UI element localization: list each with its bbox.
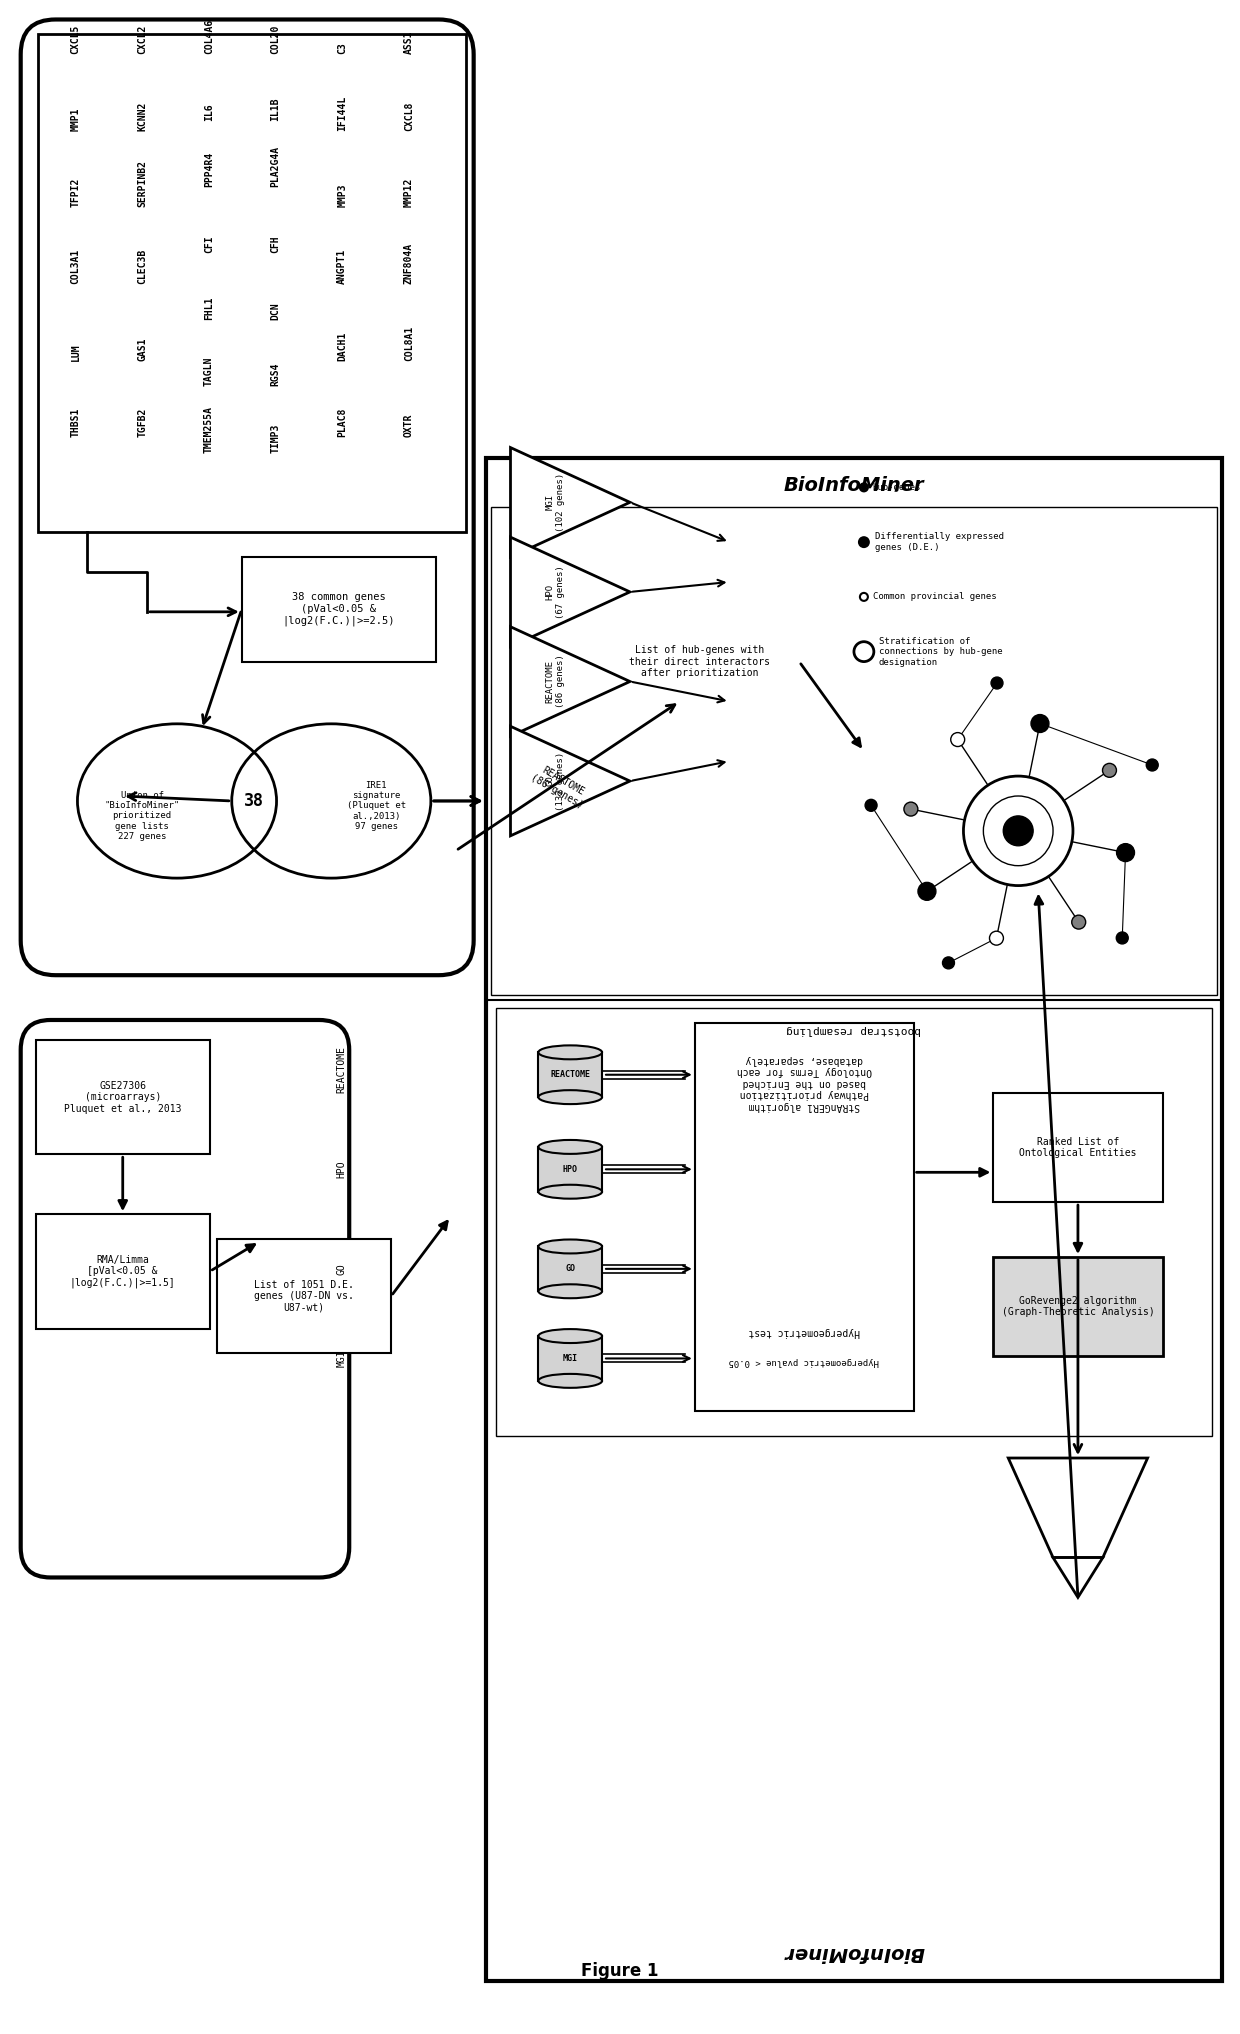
Text: FHL1: FHL1 [203, 297, 213, 319]
Text: Differentially expressed
genes (D.E.): Differentially expressed genes (D.E.) [875, 533, 1004, 551]
Ellipse shape [538, 1045, 603, 1060]
Bar [538, 1336, 603, 1381]
Text: CXCL8: CXCL8 [404, 102, 414, 130]
Text: BioInfoMiner: BioInfoMiner [784, 1942, 924, 1963]
Text: bootstrap resampling: bootstrap resampling [786, 1025, 921, 1035]
Text: PPP4R4: PPP4R4 [203, 153, 213, 187]
Circle shape [858, 537, 870, 547]
Text: PLA2G4A: PLA2G4A [270, 146, 280, 187]
Text: IL6: IL6 [203, 104, 213, 120]
Bar [694, 1023, 914, 1412]
Ellipse shape [538, 1184, 603, 1198]
Text: Common provincial genes: Common provincial genes [873, 592, 997, 602]
Text: CFH: CFH [270, 236, 280, 254]
Text: RMA/Limma
[pVal<0.05 &
|log2(F.C.)|>=1.5]: RMA/Limma [pVal<0.05 & |log2(F.C.)|>=1.5… [69, 1255, 176, 1288]
Text: MMP1: MMP1 [71, 108, 81, 130]
Text: List of 1051 D.E.
genes (U87-DN vs.
U87-wt): List of 1051 D.E. genes (U87-DN vs. U87-… [254, 1279, 353, 1312]
Circle shape [904, 801, 918, 816]
Text: MGI: MGI [563, 1355, 578, 1363]
Circle shape [1102, 763, 1116, 777]
Text: GSE27306
(microarrays)
Pluquet et al., 2013: GSE27306 (microarrays) Pluquet et al., 2… [64, 1080, 181, 1115]
Text: THBS1: THBS1 [71, 409, 81, 437]
Circle shape [1146, 759, 1158, 771]
Text: CFI: CFI [203, 236, 213, 254]
Text: SERPINB2: SERPINB2 [138, 161, 148, 207]
Text: COL8A1: COL8A1 [404, 325, 414, 360]
Bar [37, 35, 466, 533]
Bar [36, 1214, 210, 1328]
Text: HPO: HPO [563, 1165, 578, 1174]
Bar [993, 1092, 1163, 1202]
FancyBboxPatch shape [21, 1019, 350, 1578]
Bar [491, 506, 1218, 995]
Text: HPO
(67 genes): HPO (67 genes) [546, 565, 565, 618]
Text: GO: GO [565, 1265, 575, 1273]
Text: IRE1
signature
(Pluquet et
al.,2013)
97 genes: IRE1 signature (Pluquet et al.,2013) 97 … [346, 781, 405, 832]
Circle shape [861, 484, 867, 490]
Text: TMEM255A: TMEM255A [203, 405, 213, 452]
Text: ASS1: ASS1 [404, 31, 414, 55]
Text: TGFB2: TGFB2 [138, 409, 148, 437]
Ellipse shape [538, 1328, 603, 1342]
Circle shape [991, 677, 1003, 690]
Text: DCN: DCN [270, 303, 280, 319]
Text: TFPI2: TFPI2 [71, 179, 81, 207]
FancyBboxPatch shape [21, 20, 474, 974]
Text: TAGLN: TAGLN [203, 356, 213, 386]
Text: TIMP3: TIMP3 [270, 423, 280, 452]
Circle shape [1116, 932, 1128, 944]
Circle shape [951, 732, 965, 746]
Text: PLAC8: PLAC8 [337, 409, 347, 437]
Text: GAS1: GAS1 [138, 338, 148, 360]
Text: Ranked List of
Ontological Entities: Ranked List of Ontological Entities [1019, 1137, 1137, 1157]
Text: Union of
"BioInfoMiner"
prioritized
gene lists
227 genes: Union of "BioInfoMiner" prioritized gene… [104, 791, 180, 842]
Text: 38 common genes
(pVal<0.05 &
|log2(F.C.)|>=2.5): 38 common genes (pVal<0.05 & |log2(F.C.)… [283, 592, 396, 626]
Bar [217, 1239, 391, 1353]
Text: COL20: COL20 [270, 24, 280, 55]
Text: ANGPT1: ANGPT1 [337, 248, 347, 285]
Text: Hub-genes: Hub-genes [873, 482, 921, 492]
Text: CLEC3B: CLEC3B [138, 248, 148, 285]
Text: MMP12: MMP12 [404, 179, 414, 207]
Circle shape [854, 641, 874, 661]
Ellipse shape [538, 1090, 603, 1104]
Text: StRAnGER1 algorithm
Pathway prioritization
based on the Enriched
Ontology Terms : StRAnGER1 algorithm Pathway prioritizati… [737, 1054, 872, 1111]
Bar [538, 1052, 603, 1096]
Text: REACTOME
(86 genes): REACTOME (86 genes) [529, 763, 591, 810]
Bar [242, 557, 435, 661]
Text: MMP3: MMP3 [337, 183, 347, 207]
Text: 38: 38 [243, 791, 264, 810]
Text: Hypergeometric pvalue < 0.05: Hypergeometric pvalue < 0.05 [729, 1357, 879, 1367]
Bar [993, 1257, 1163, 1357]
Text: REACTOME: REACTOME [336, 1045, 346, 1092]
Ellipse shape [538, 1373, 603, 1387]
Polygon shape [511, 626, 630, 736]
Circle shape [1003, 816, 1033, 846]
Ellipse shape [538, 1139, 603, 1153]
Text: List of hub-genes with
their direct interactors
after prioritization: List of hub-genes with their direct inte… [629, 645, 770, 677]
Polygon shape [511, 726, 630, 836]
Text: REACTOME
(86 genes): REACTOME (86 genes) [546, 655, 565, 708]
Text: MGI: MGI [336, 1351, 346, 1367]
Text: CXCL2: CXCL2 [138, 24, 148, 55]
Bar [496, 1009, 1213, 1436]
Text: IFI44L: IFI44L [337, 96, 347, 130]
Bar [486, 458, 1223, 1981]
Text: OXTR: OXTR [404, 413, 414, 437]
Text: GO
(132 genes): GO (132 genes) [546, 751, 565, 812]
Text: Stratification of
connections by hub-gene
designation: Stratification of connections by hub-gen… [879, 637, 1002, 667]
Text: DACH1: DACH1 [337, 332, 347, 360]
Circle shape [918, 883, 936, 901]
Ellipse shape [538, 1239, 603, 1253]
Circle shape [1030, 714, 1049, 732]
Text: GO: GO [336, 1263, 346, 1275]
Circle shape [859, 592, 868, 600]
Polygon shape [1008, 1458, 1148, 1558]
Text: KCNN2: KCNN2 [138, 102, 148, 130]
Text: ZNF804A: ZNF804A [404, 242, 414, 285]
Circle shape [1071, 915, 1086, 930]
Text: Hypergeometric test: Hypergeometric test [749, 1326, 861, 1336]
Text: BioInfoMiner: BioInfoMiner [784, 476, 924, 494]
Bar [36, 1039, 210, 1155]
Polygon shape [1053, 1558, 1102, 1597]
